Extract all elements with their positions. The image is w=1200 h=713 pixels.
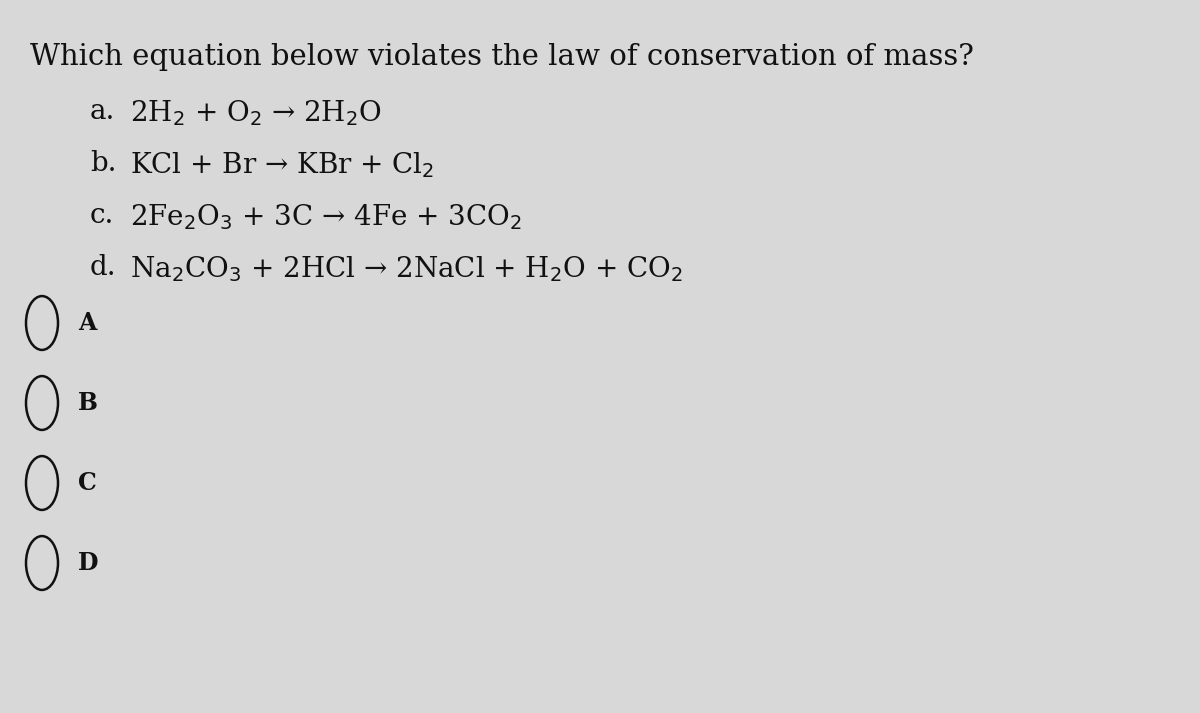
Text: 2Fe$_2$O$_3$ + 3C → 4Fe + 3CO$_2$: 2Fe$_2$O$_3$ + 3C → 4Fe + 3CO$_2$	[130, 202, 522, 232]
Text: KCl + Br → KBr + Cl$_2$: KCl + Br → KBr + Cl$_2$	[130, 150, 434, 180]
Text: B: B	[78, 391, 98, 415]
Text: C: C	[78, 471, 97, 495]
Text: A: A	[78, 311, 96, 335]
Text: Which equation below violates the law of conservation of mass?: Which equation below violates the law of…	[30, 43, 974, 71]
Text: b.: b.	[90, 150, 116, 177]
Text: c.: c.	[90, 202, 114, 229]
Text: 2H$_2$ + O$_2$ → 2H$_2$O: 2H$_2$ + O$_2$ → 2H$_2$O	[130, 98, 382, 128]
Text: a.: a.	[90, 98, 115, 125]
Text: d.: d.	[90, 254, 116, 281]
Text: Na$_2$CO$_3$ + 2HCl → 2NaCl + H$_2$O + CO$_2$: Na$_2$CO$_3$ + 2HCl → 2NaCl + H$_2$O + C…	[130, 254, 683, 284]
Text: D: D	[78, 551, 98, 575]
